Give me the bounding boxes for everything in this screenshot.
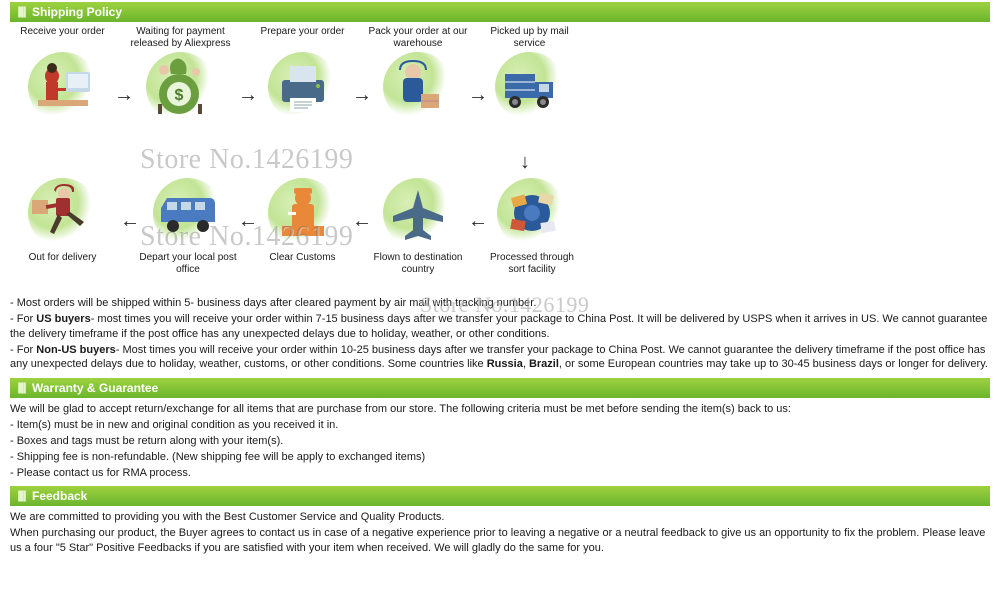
warranty-header: Warranty & Guarantee [10, 378, 990, 398]
feedback-text: We are committed to providing you with t… [10, 510, 990, 556]
step-label: Flown to destination country [368, 252, 468, 276]
post-van-icon [153, 178, 223, 248]
text-line: - Item(s) must be in new and original co… [10, 418, 990, 433]
customs-officer-icon [268, 178, 338, 248]
text-line: - most times you will receive your order… [10, 313, 987, 340]
bold-text: Russia [487, 358, 523, 370]
text-line: - For [10, 344, 36, 356]
step-picked-up: Picked up by mail service [482, 26, 577, 122]
delivery-person-icon [28, 178, 98, 248]
text-line: When purchasing our product, the Buyer a… [10, 526, 990, 556]
step-label: Picked up by mail service [482, 26, 577, 50]
step-label: Waiting for payment released by Aliexpre… [128, 26, 233, 50]
text-line: - Most orders will be shipped within 5- … [10, 297, 536, 309]
arrow-left-icon: ← [352, 210, 372, 233]
text-line: , or some European countries may take up… [559, 358, 988, 370]
text-line: - Shipping fee is non-refundable. (New s… [10, 450, 990, 465]
step-label: Prepare your order [255, 26, 350, 50]
arrow-right-icon: → [238, 84, 258, 107]
step-prepare-order: Prepare your order [255, 26, 350, 122]
bold-text: US buyers [36, 313, 90, 325]
step-label: Clear Customs [255, 252, 350, 276]
warranty-text: We will be glad to accept return/exchang… [10, 402, 990, 480]
arrow-right-icon: → [114, 84, 134, 107]
airplane-icon [383, 178, 453, 248]
arrow-right-icon: → [468, 84, 488, 107]
step-label: Out for delivery [15, 252, 110, 276]
step-label: Processed through sort facility [482, 252, 582, 276]
shipping-policy-header: Shipping Policy [10, 2, 990, 22]
feedback-header: Feedback [10, 486, 990, 506]
watermark-text: Store No.1426199 [140, 144, 353, 176]
step-customs: Clear Customs [255, 178, 350, 278]
step-pack-order: Pack your order at our warehouse [368, 26, 468, 122]
step-label: Depart your local post office [138, 252, 238, 276]
text-line: - For [10, 313, 36, 325]
text-line: - Boxes and tags must be return along wi… [10, 434, 990, 449]
receive-order-icon [28, 52, 98, 122]
step-depart-post: Depart your local post office [138, 178, 238, 278]
shipping-policy-text: - Most orders will be shipped within 5- … [10, 296, 990, 372]
printer-icon [268, 52, 338, 122]
text-line: We are committed to providing you with t… [10, 510, 990, 525]
mail-truck-icon [495, 52, 565, 122]
step-label: Receive your order [15, 26, 110, 50]
step-label: Pack your order at our warehouse [368, 26, 468, 50]
arrow-left-icon: ← [120, 210, 140, 233]
arrow-down-icon: ↓ [520, 151, 530, 174]
bold-text: Non-US buyers [36, 344, 115, 356]
text-line: - Please contact us for RMA process. [10, 466, 990, 481]
arrow-left-icon: ← [238, 210, 258, 233]
text-line: We will be glad to accept return/exchang… [10, 402, 990, 417]
money-bag-icon: $ [146, 52, 216, 122]
step-waiting-payment: Waiting for payment released by Aliexpre… [128, 26, 233, 122]
svg-text:$: $ [174, 87, 183, 104]
step-sort-facility: Processed through sort facility [482, 178, 582, 278]
step-flown: Flown to destination country [368, 178, 468, 278]
sort-facility-icon [497, 178, 567, 248]
step-receive-order: Receive your order [15, 26, 110, 122]
bold-text: Brazil [529, 358, 559, 370]
warehouse-worker-icon [383, 52, 453, 122]
step-out-delivery: Out for delivery [15, 178, 110, 278]
shipping-flow-diagram: Receive your order Waiting for payment r… [10, 26, 990, 296]
arrow-left-icon: ← [468, 210, 488, 233]
arrow-right-icon: → [352, 84, 372, 107]
